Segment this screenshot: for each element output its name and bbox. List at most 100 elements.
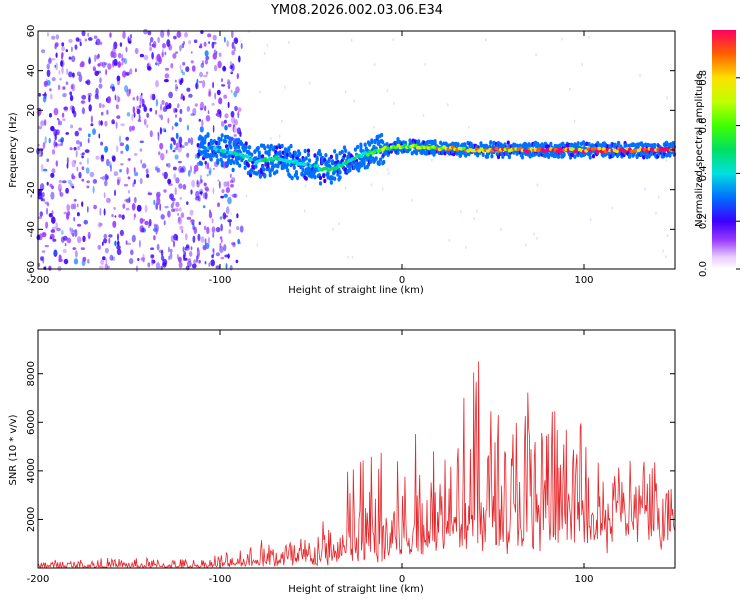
noise-blob — [60, 139, 64, 147]
noise-blob — [76, 203, 79, 208]
noise-blob — [76, 212, 80, 217]
noise-blob — [139, 53, 144, 58]
noise-blob — [81, 155, 84, 159]
noise-blob — [117, 240, 120, 247]
noise-blob — [211, 41, 215, 49]
noise-blob — [172, 53, 177, 59]
noise-blob — [215, 226, 221, 233]
noise-blob — [150, 36, 154, 43]
noise-blob — [178, 256, 182, 263]
noise-blob — [263, 51, 266, 56]
noise-blob — [219, 242, 222, 249]
noise-blob — [190, 246, 193, 251]
noise-blob — [106, 175, 109, 180]
noise-blob — [111, 119, 115, 124]
noise-blob — [237, 238, 241, 245]
noise-blob — [100, 176, 104, 180]
x-tick-label: 100 — [574, 275, 593, 286]
noise-blob — [103, 238, 108, 244]
noise-blob — [173, 107, 176, 114]
noise-blob — [215, 252, 220, 257]
noise-blob — [236, 213, 239, 219]
noise-blob — [141, 163, 147, 169]
noise-blob — [103, 208, 106, 216]
noise-blob — [205, 187, 210, 192]
noise-blob — [101, 241, 104, 246]
noise-blob — [199, 191, 203, 195]
noise-blob — [180, 69, 184, 73]
ridge-band-cell — [261, 154, 265, 159]
noise-blob — [164, 205, 169, 209]
noise-blob — [109, 254, 114, 261]
ridge-band-cell — [256, 146, 260, 151]
noise-blob — [147, 66, 152, 71]
noise-blob — [77, 223, 82, 227]
noise-blob — [217, 179, 220, 182]
noise-blob — [186, 106, 191, 112]
noise-blob — [308, 81, 311, 85]
noise-blob — [189, 251, 193, 257]
noise-blob — [43, 168, 48, 172]
noise-blob — [206, 226, 210, 235]
noise-blob — [140, 159, 143, 164]
noise-blob — [134, 153, 138, 156]
y-tick-label: 4000 — [26, 458, 37, 483]
ridge-band-cell — [385, 142, 389, 147]
noise-blob — [168, 255, 171, 261]
noise-blob — [288, 41, 290, 45]
ridge-band-cell — [485, 154, 490, 159]
noise-blob — [225, 187, 231, 193]
ridge-core-cell — [359, 154, 364, 158]
noise-blob — [111, 155, 116, 162]
noise-blob — [116, 176, 122, 183]
ridge-band-cell — [596, 141, 600, 146]
noise-blob — [63, 235, 68, 241]
noise-blob — [121, 62, 124, 66]
noise-blob — [161, 51, 164, 58]
noise-blob — [173, 173, 177, 180]
noise-blob — [209, 209, 211, 213]
noise-blob — [351, 255, 354, 259]
noise-blob — [104, 145, 109, 153]
noise-blob — [370, 183, 373, 187]
noise-blob — [535, 53, 537, 57]
noise-blob — [107, 96, 111, 104]
noise-blob — [146, 124, 149, 128]
noise-blob — [136, 108, 141, 115]
noise-blob — [229, 173, 232, 178]
ridge-band-cell — [263, 145, 267, 151]
noise-blob — [51, 168, 56, 174]
noise-blob — [87, 231, 91, 239]
noise-blob — [233, 124, 235, 128]
ridge-band-cell — [327, 157, 331, 162]
ridge-band-cell — [353, 147, 357, 152]
noise-blob — [179, 142, 182, 148]
noise-blob — [195, 82, 198, 90]
noise-blob — [160, 29, 165, 38]
noise-blob — [61, 46, 65, 52]
noise-blob — [223, 36, 226, 43]
ridge-core-cell — [293, 159, 298, 163]
noise-blob — [88, 104, 92, 112]
snr-y-label: SNR (10 * v/v) — [8, 414, 19, 485]
noise-blob — [533, 232, 535, 236]
noise-blob — [104, 247, 109, 254]
noise-blob — [99, 222, 103, 227]
ridge-band-cell — [490, 154, 494, 159]
noise-blob — [170, 235, 174, 243]
ridge-band-cell — [617, 141, 621, 146]
noise-blob — [174, 79, 177, 83]
noise-blob — [43, 81, 48, 85]
noise-blob — [666, 234, 669, 238]
noise-blob — [218, 52, 222, 57]
noise-blob — [122, 70, 127, 78]
noise-blob — [215, 113, 219, 117]
spectrogram-x-ticks: -200 -100 0 100 — [27, 31, 594, 286]
noise-blob — [113, 171, 119, 177]
noise-blob — [188, 40, 192, 45]
noise-blob — [63, 107, 69, 112]
ridge-band-cell — [377, 161, 381, 166]
noise-blob — [211, 102, 215, 106]
spectrogram-y-ticks: 60 40 20 0 -20 -40 -60 — [26, 25, 675, 277]
snr-x-ticks: -200 -100 0 100 — [27, 330, 594, 585]
